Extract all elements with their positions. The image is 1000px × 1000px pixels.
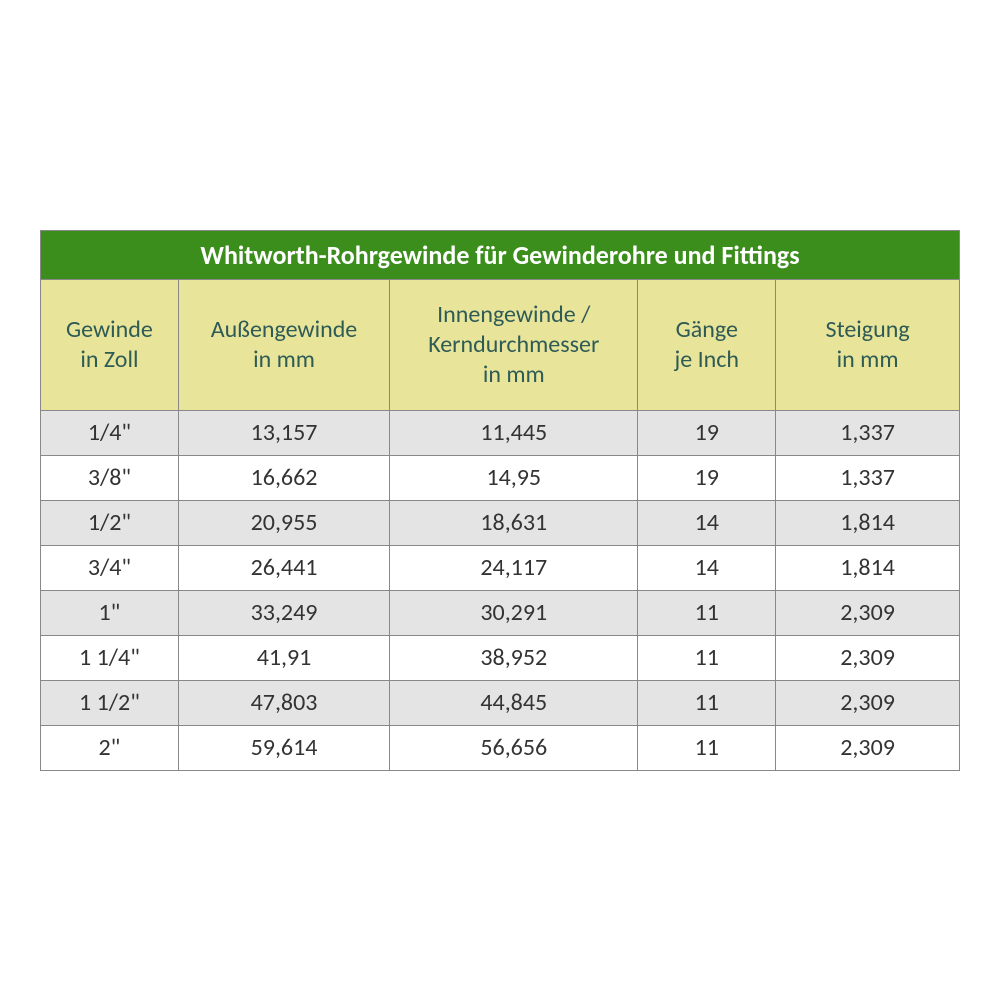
cell: 2,309 <box>776 680 960 725</box>
cell: 1,814 <box>776 545 960 590</box>
col-header-text: je Inch <box>674 345 739 374</box>
cell: 1/2" <box>41 500 179 545</box>
cell: 33,249 <box>178 590 389 635</box>
cell: 38,952 <box>390 635 638 680</box>
col-header-text: Innengewinde / <box>437 300 590 329</box>
thread-table-container: Whitworth-Rohrgewinde für Gewinderohre u… <box>40 230 960 771</box>
cell: 41,91 <box>178 635 389 680</box>
thread-table: Whitworth-Rohrgewinde für Gewinderohre u… <box>40 230 960 771</box>
cell: 26,441 <box>178 545 389 590</box>
cell: 2,309 <box>776 725 960 770</box>
table-row: 1 1/2" 47,803 44,845 11 2,309 <box>41 680 960 725</box>
cell: 11 <box>638 635 776 680</box>
col-header-text: Kerndurchmesser <box>428 330 599 359</box>
col-header-aussengewinde: Außengewinde in mm <box>178 279 389 410</box>
cell: 18,631 <box>390 500 638 545</box>
table-title: Whitworth-Rohrgewinde für Gewinderohre u… <box>41 230 960 279</box>
col-header-text: Gänge <box>676 315 738 344</box>
cell: 1 1/4" <box>41 635 179 680</box>
col-header-gewinde: Gewinde in Zoll <box>41 279 179 410</box>
cell: 47,803 <box>178 680 389 725</box>
cell: 11,445 <box>390 410 638 455</box>
cell: 20,955 <box>178 500 389 545</box>
col-header-steigung: Steigung in mm <box>776 279 960 410</box>
table-row: 3/8" 16,662 14,95 19 1,337 <box>41 455 960 500</box>
cell: 59,614 <box>178 725 389 770</box>
cell: 56,656 <box>390 725 638 770</box>
cell: 11 <box>638 725 776 770</box>
table-row: 1/4" 13,157 11,445 19 1,337 <box>41 410 960 455</box>
cell: 1,337 <box>776 410 960 455</box>
cell: 44,845 <box>390 680 638 725</box>
cell: 14,95 <box>390 455 638 500</box>
table-body: 1/4" 13,157 11,445 19 1,337 3/8" 16,662 … <box>41 410 960 770</box>
col-header-text: Gewinde <box>66 315 153 344</box>
col-header-text: in mm <box>837 345 899 374</box>
col-header-text: in mm <box>253 345 315 374</box>
cell: 19 <box>638 410 776 455</box>
table-row: 1 1/4" 41,91 38,952 11 2,309 <box>41 635 960 680</box>
cell: 16,662 <box>178 455 389 500</box>
cell: 11 <box>638 590 776 635</box>
cell: 1,337 <box>776 455 960 500</box>
col-header-text: Außengewinde <box>211 315 357 344</box>
cell: 14 <box>638 545 776 590</box>
table-row: 1" 33,249 30,291 11 2,309 <box>41 590 960 635</box>
cell: 2,309 <box>776 635 960 680</box>
cell: 3/4" <box>41 545 179 590</box>
cell: 11 <box>638 680 776 725</box>
table-row: 1/2" 20,955 18,631 14 1,814 <box>41 500 960 545</box>
col-header-text: in mm <box>483 360 545 389</box>
col-header-text: Steigung <box>826 315 910 344</box>
cell: 2,309 <box>776 590 960 635</box>
cell: 19 <box>638 455 776 500</box>
cell: 1 1/2" <box>41 680 179 725</box>
cell: 30,291 <box>390 590 638 635</box>
cell: 3/8" <box>41 455 179 500</box>
col-header-text: in Zoll <box>80 345 138 374</box>
cell: 24,117 <box>390 545 638 590</box>
cell: 1" <box>41 590 179 635</box>
table-header-row: Gewinde in Zoll Außengewinde in mm Innen… <box>41 279 960 410</box>
cell: 2" <box>41 725 179 770</box>
cell: 14 <box>638 500 776 545</box>
cell: 13,157 <box>178 410 389 455</box>
table-row: 2" 59,614 56,656 11 2,309 <box>41 725 960 770</box>
col-header-innengewinde: Innengewinde / Kerndurchmesser in mm <box>390 279 638 410</box>
table-row: 3/4" 26,441 24,117 14 1,814 <box>41 545 960 590</box>
cell: 1/4" <box>41 410 179 455</box>
col-header-gaenge: Gänge je Inch <box>638 279 776 410</box>
cell: 1,814 <box>776 500 960 545</box>
